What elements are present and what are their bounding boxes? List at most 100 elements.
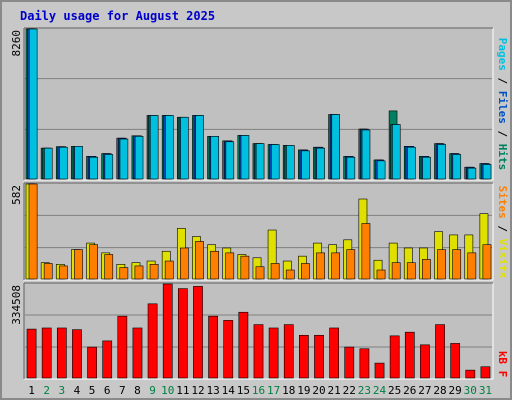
bar-kbytes-day-7 bbox=[117, 315, 128, 379]
day-label-3: 3 bbox=[59, 384, 66, 397]
bar-pages-day-29 bbox=[452, 154, 462, 180]
day-label-15: 15 bbox=[237, 384, 250, 397]
bar-kbytes-day-1 bbox=[26, 328, 37, 379]
max-value-label: 334508 bbox=[10, 285, 23, 325]
legend-pages-files-hits: Pages / Files / Hits bbox=[496, 38, 509, 171]
bar-kbytes-day-16 bbox=[253, 324, 264, 379]
bar-sites-day-28 bbox=[437, 249, 446, 280]
day-label-18: 18 bbox=[282, 384, 295, 397]
bar-pages-day-1 bbox=[28, 28, 38, 180]
legend-visits-sites: Sites / Visits bbox=[496, 186, 509, 279]
bar-pages-day-31 bbox=[482, 164, 492, 180]
bar-kbytes-day-27 bbox=[420, 344, 430, 379]
bar-sites-day-17 bbox=[270, 263, 280, 280]
bar-pages-day-6 bbox=[104, 154, 114, 180]
day-label-26: 26 bbox=[403, 384, 416, 397]
bar-sites-day-30 bbox=[467, 252, 477, 280]
bar-kbytes-day-23 bbox=[359, 348, 370, 379]
bar-pages-day-26 bbox=[407, 146, 416, 180]
bar-sites-day-5 bbox=[89, 244, 98, 280]
panel-visits-sites: 582 bbox=[10, 182, 494, 281]
bar-sites-day-16 bbox=[255, 266, 265, 280]
panel-pages-files-hits: 8260 bbox=[10, 27, 494, 181]
day-label-25: 25 bbox=[388, 384, 401, 397]
bar-pages-day-16 bbox=[255, 143, 265, 180]
day-label-17: 17 bbox=[267, 384, 280, 397]
bar-sites-day-14 bbox=[225, 252, 235, 280]
max-value-label: 582 bbox=[10, 185, 23, 205]
day-label-13: 13 bbox=[206, 384, 219, 397]
bar-pages-day-27 bbox=[422, 156, 431, 180]
day-label-21: 21 bbox=[328, 384, 341, 397]
legend-files-suffix: F bbox=[496, 364, 509, 377]
chart-title: Daily usage for August 2025 bbox=[20, 9, 215, 23]
day-label-30: 30 bbox=[464, 384, 477, 397]
bar-sites-day-19 bbox=[301, 263, 310, 280]
bar-sites-day-25 bbox=[391, 262, 401, 280]
bar-sites-day-18 bbox=[285, 269, 295, 280]
bar-kbytes-day-11 bbox=[177, 288, 188, 379]
bar-pages-day-19 bbox=[301, 150, 310, 180]
day-label-10: 10 bbox=[161, 384, 174, 397]
bar-pages-day-22 bbox=[346, 156, 356, 180]
day-label-7: 7 bbox=[119, 384, 126, 397]
bar-pages-day-14 bbox=[225, 141, 235, 180]
bar-sites-day-2 bbox=[43, 263, 53, 280]
day-label-19: 19 bbox=[297, 384, 310, 397]
bar-pages-day-28 bbox=[437, 144, 446, 180]
bar-pages-day-5 bbox=[89, 156, 98, 180]
bar-kbytes-day-8 bbox=[132, 327, 143, 379]
bar-pages-day-23 bbox=[361, 129, 371, 180]
bar-sites-day-31 bbox=[482, 244, 492, 280]
bar-sites-day-21 bbox=[331, 252, 341, 280]
bar-sites-day-9 bbox=[149, 264, 159, 280]
bar-pages-day-30 bbox=[467, 167, 477, 180]
bar-pages-day-9 bbox=[149, 115, 159, 180]
bar-kbytes-day-19 bbox=[299, 334, 309, 379]
max-value-label: 8260 bbox=[10, 30, 23, 57]
bar-pages-day-24 bbox=[376, 160, 386, 180]
bar-kbytes-day-13 bbox=[208, 315, 218, 379]
day-label-22: 22 bbox=[343, 384, 356, 397]
bar-kbytes-day-14 bbox=[223, 320, 234, 379]
bar-kbytes-day-30 bbox=[465, 369, 476, 379]
bar-sites-day-13 bbox=[210, 250, 219, 280]
day-label-16: 16 bbox=[252, 384, 265, 397]
day-label-9: 9 bbox=[149, 384, 156, 397]
bar-sites-day-26 bbox=[406, 262, 416, 280]
bar-kbytes-day-20 bbox=[314, 334, 324, 379]
bar-kbytes-day-15 bbox=[238, 311, 249, 379]
day-label-8: 8 bbox=[134, 384, 141, 397]
bar-pages-day-25 bbox=[391, 124, 401, 180]
bar-kbytes-day-9 bbox=[147, 303, 158, 379]
day-label-11: 11 bbox=[176, 384, 189, 397]
day-label-12: 12 bbox=[191, 384, 204, 397]
bar-kbytes-day-6 bbox=[102, 340, 113, 379]
day-label-31: 31 bbox=[479, 384, 492, 397]
bar-kbytes-day-17 bbox=[268, 327, 279, 379]
bar-kbytes-day-18 bbox=[283, 324, 294, 379]
bar-kbytes-day-28 bbox=[435, 324, 445, 379]
day-label-24: 24 bbox=[373, 384, 387, 397]
bar-sites-day-22 bbox=[346, 249, 356, 280]
bar-pages-day-15 bbox=[240, 135, 250, 180]
bar-pages-day-21 bbox=[331, 114, 341, 180]
bar-pages-day-11 bbox=[180, 116, 189, 180]
bar-pages-day-10 bbox=[165, 115, 174, 180]
bar-kbytes-day-29 bbox=[450, 343, 461, 379]
bar-kbytes-day-31 bbox=[480, 366, 491, 379]
legend-kbytes: kB bbox=[496, 351, 509, 365]
day-label-1: 1 bbox=[28, 384, 35, 397]
legend-kbytes: kB F bbox=[496, 351, 509, 378]
bar-sites-day-23 bbox=[361, 223, 371, 280]
bar-sites-day-3 bbox=[58, 265, 68, 280]
day-label-27: 27 bbox=[418, 384, 431, 397]
bar-sites-day-1 bbox=[28, 183, 38, 280]
legend-sep: / bbox=[496, 124, 509, 144]
bar-kbytes-day-12 bbox=[193, 286, 203, 379]
day-label-6: 6 bbox=[104, 384, 111, 397]
legend-pages: Pages bbox=[496, 38, 509, 71]
bar-sites-day-11 bbox=[179, 247, 189, 280]
